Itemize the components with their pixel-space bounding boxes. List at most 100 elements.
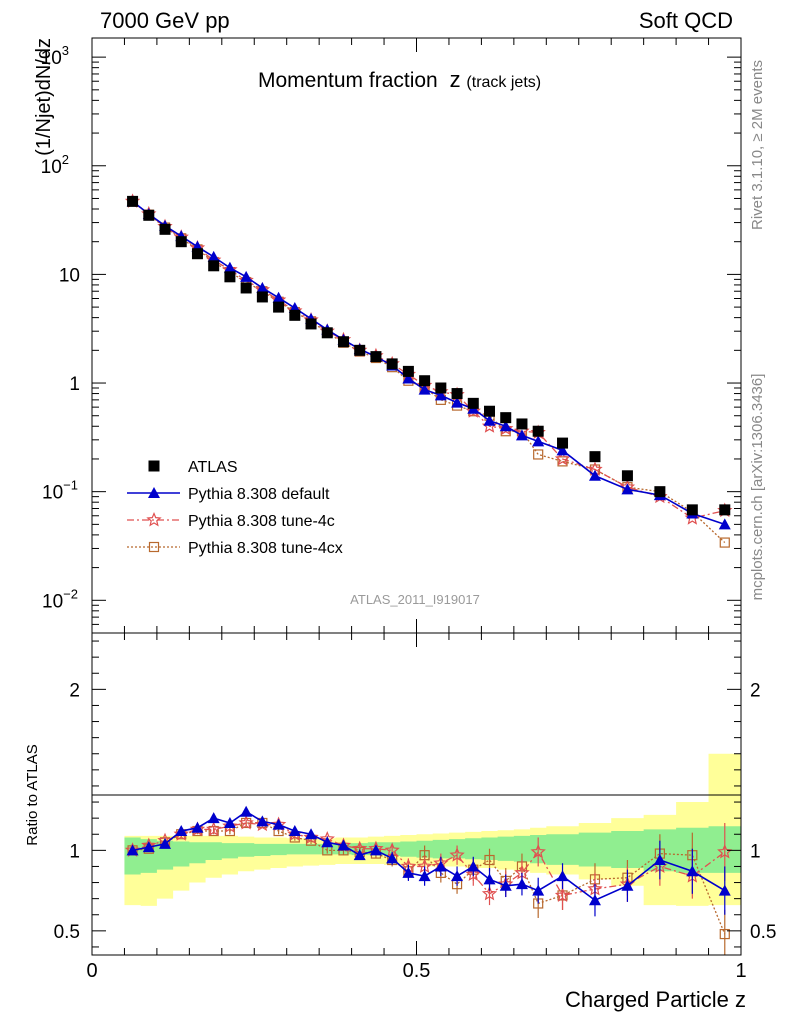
tune4c-data-point xyxy=(222,818,238,833)
rivet-version-label: Rivet 3.1.10, ≥ 2M events xyxy=(749,60,766,230)
ratio-y-tick-label-right: 2 xyxy=(750,680,761,701)
atlas-data-point xyxy=(484,405,496,417)
main-x-axis-ticks xyxy=(91,38,742,633)
legend: ATLAS Pythia 8.308 default Pythia 8.308 tu… xyxy=(127,459,343,557)
default-data-point xyxy=(418,383,431,395)
atlas-data-point xyxy=(419,375,431,387)
main-y-tick-label: 10 xyxy=(59,265,80,286)
default-data-point xyxy=(142,841,155,853)
atlas-data-point xyxy=(354,344,366,356)
default-data-point xyxy=(272,291,285,303)
ratio-plot-frame xyxy=(91,632,742,956)
tune4c-data-point xyxy=(717,843,733,859)
ratio-uncertainty-bands xyxy=(124,753,741,906)
default-data-point xyxy=(207,812,220,824)
default-data-point xyxy=(418,870,431,882)
default-data-point xyxy=(353,849,366,861)
default-data-point xyxy=(159,837,172,849)
default-data-point xyxy=(256,281,269,293)
atlas-data-point xyxy=(208,260,220,272)
main-y-tick-exponent: 3 xyxy=(62,43,69,58)
tune4cx-data-point xyxy=(719,928,730,940)
default-data-point xyxy=(337,839,350,851)
atlas-data-point xyxy=(224,271,236,283)
ratio-x-axis: 0 0.5 1 xyxy=(86,633,747,982)
atlas-data-point xyxy=(686,504,698,516)
atlas-data-point xyxy=(402,365,414,377)
default-data-point xyxy=(148,487,160,498)
atlas-data-point xyxy=(305,318,317,330)
main-y-tick-exponent: −1 xyxy=(63,478,78,493)
legend-label: Pythia 8.308 tune-4cx xyxy=(188,540,343,557)
default-data-point xyxy=(718,518,731,530)
main-y-tick-base: 10 xyxy=(42,483,63,504)
default-data-point xyxy=(321,836,334,848)
ratio-plot-panel: 0.5 0.51 12 2 0 0.5 1 Ratio to ATLAS Charged … xyxy=(24,632,776,1012)
default-data-point xyxy=(305,828,318,840)
legend-item-tune4c: Pythia 8.308 tune-4c xyxy=(127,511,335,530)
default-data-point xyxy=(515,429,528,441)
ratio-x-tick-label: 1 xyxy=(735,960,746,982)
default-data-point xyxy=(483,414,496,426)
tune4cx-data-point xyxy=(557,456,568,467)
main-y-tick-exponent: −2 xyxy=(63,586,78,601)
chart-title-text: Momentum fraction xyxy=(258,69,438,92)
tune4c-data-point xyxy=(465,403,481,418)
ratio-x-tick-label: 0 xyxy=(86,960,97,982)
default-data-point xyxy=(240,805,253,817)
default-data-point xyxy=(515,878,528,890)
atlas-data-point xyxy=(589,451,601,463)
atlas-data-point xyxy=(370,351,382,363)
atlas-data-point xyxy=(273,301,285,313)
chart-title: Momentum fraction z (track jets) xyxy=(258,67,541,92)
tune4cx-data-point xyxy=(719,537,730,548)
main-plot-series xyxy=(124,193,733,548)
default-data-point xyxy=(369,844,382,856)
default-data-point xyxy=(499,420,512,432)
atlas-data-point xyxy=(256,291,268,303)
default-data-point xyxy=(621,879,634,891)
default-data-point xyxy=(207,250,220,262)
default-data-point xyxy=(191,821,204,833)
atlas-data-point xyxy=(337,336,349,348)
atlas-data-point xyxy=(719,504,731,516)
default-data-point xyxy=(588,469,601,481)
mcplots-reference-label: mcplots.cern.ch [arXiv:1306.3436] xyxy=(749,374,766,601)
ratio-y-tick-label-left: 0.5 xyxy=(54,922,80,943)
atlas-data-point xyxy=(532,425,544,437)
ratio-y-axis-label: Ratio to ATLAS xyxy=(24,744,41,845)
atlas-data-point xyxy=(143,209,155,221)
ratio-y-axis: 0.5 0.5 1 1 2 2 xyxy=(54,640,776,948)
ratio-y-tick-label-right: 0.5 xyxy=(750,922,776,943)
atlas-data-point xyxy=(159,223,171,235)
default-data-point xyxy=(256,815,269,827)
tune4c-data-point xyxy=(498,420,514,436)
atlas-data-point xyxy=(621,470,633,482)
x-axis-label: Charged Particle z xyxy=(565,987,746,1012)
header-process-label: Soft QCD xyxy=(639,8,733,33)
ratio-y-tick-label-left: 1 xyxy=(69,841,80,862)
default-series xyxy=(126,195,731,530)
tune4cx-data-point xyxy=(484,854,495,866)
default-data-point xyxy=(483,873,496,885)
tune4cx-data-point xyxy=(148,541,160,553)
atlas-data-point xyxy=(557,437,569,449)
tune4c-data-point xyxy=(303,829,319,844)
ratio-inner-band xyxy=(124,826,741,875)
atlas-data-point xyxy=(500,412,512,424)
main-y-tick-label: 1 xyxy=(69,374,80,395)
default-data-point xyxy=(621,483,634,495)
atlas-data-point xyxy=(467,397,479,409)
tune4c-data-point xyxy=(684,510,700,525)
default-data-point xyxy=(434,860,447,872)
tune4c-data-point xyxy=(554,887,571,902)
atlas-data-point xyxy=(148,460,160,472)
default-data-point xyxy=(588,894,601,906)
default-data-point xyxy=(532,884,545,896)
legend-label: Pythia 8.308 tune-4c xyxy=(188,513,335,530)
default-data-point xyxy=(718,884,731,896)
legend-item-tune4cx: Pythia 8.308 tune-4cx xyxy=(127,540,343,557)
